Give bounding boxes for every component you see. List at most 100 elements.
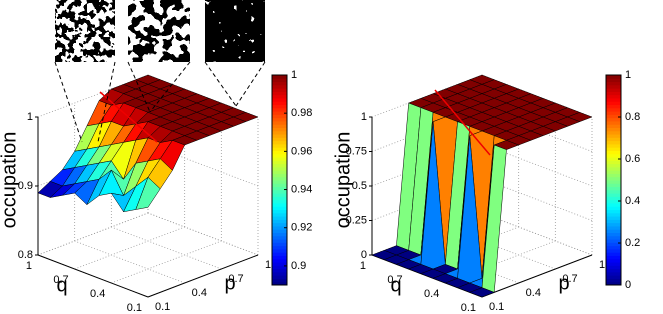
grid-line	[147, 212, 259, 256]
colorbar-cell	[272, 225, 287, 230]
colorbar-cell	[272, 120, 287, 125]
colorbar-cell	[606, 91, 621, 96]
p-tick-label: 0.4	[192, 287, 207, 299]
colorbar-cell	[606, 229, 621, 233]
colorbar-cell	[606, 186, 621, 191]
colorbar-cell	[272, 94, 287, 99]
colorbar-cell	[272, 101, 287, 106]
colorbar-cell	[272, 235, 287, 240]
colorbar-cell	[606, 75, 621, 79]
colorbar-cell	[606, 166, 621, 171]
colorbar-cell	[606, 84, 621, 89]
colorbar-cell	[272, 206, 287, 211]
colorbar-cell	[606, 262, 621, 266]
colorbar-cell	[272, 212, 287, 217]
colorbar-cell	[272, 78, 287, 83]
colorbar-tick-label: 0.6	[625, 153, 640, 165]
colorbar-cell	[272, 248, 287, 253]
colorbar-cell	[606, 140, 621, 145]
colorbar-tick-label: 0.2	[625, 237, 640, 249]
colorbar-cell	[606, 81, 621, 86]
colorbar-cell	[606, 209, 621, 214]
colorbar-cell	[272, 245, 287, 250]
colorbar-cell	[272, 275, 287, 279]
q-axis-label: q	[390, 274, 401, 296]
colorbar-cell	[606, 111, 621, 115]
colorbar-cell	[606, 281, 621, 286]
q-tick-label: 1	[26, 260, 32, 272]
inset-pointer	[204, 61, 237, 107]
colorbar-cell	[272, 147, 287, 151]
colorbar-cell	[272, 268, 287, 273]
colorbar-cell	[272, 163, 287, 168]
transition-line	[434, 89, 491, 156]
axis-line	[37, 254, 149, 298]
colorbar-cell	[606, 170, 621, 174]
transition-line	[99, 91, 158, 143]
colorbar-cell	[606, 124, 621, 128]
surface-patch	[135, 176, 161, 210]
colorbar-cell	[272, 114, 287, 119]
colorbar-cell	[606, 137, 621, 142]
q-tick-label: 1	[360, 260, 366, 272]
q-tick-label: 0.1	[461, 302, 476, 314]
p-axis-label: p	[224, 272, 235, 294]
inset-pointer	[127, 61, 151, 113]
colorbar-cell	[272, 196, 287, 201]
grid-line	[37, 212, 149, 256]
colorbar-cell	[272, 137, 287, 142]
surface-patch	[469, 287, 495, 298]
colorbar-cell	[272, 134, 287, 138]
inset-pointer	[54, 61, 83, 143]
insets	[54, 0, 266, 143]
colorbar-cell	[606, 239, 621, 243]
colorbar-cell	[606, 94, 621, 99]
colorbar-cell	[606, 180, 621, 184]
colorbar-cell	[272, 239, 287, 243]
colorbar-cell	[272, 124, 287, 128]
colorbar-cell	[606, 245, 621, 250]
colorbar-cell	[272, 186, 287, 191]
chart-panel: 0 0.25 0.5 0.75 1 1 0.7 0.4 0.1 0.1 0.4 0.7 1 occupat…	[332, 69, 640, 314]
z-tick-label: 0.8	[18, 249, 33, 261]
colorbar-cell	[606, 150, 621, 155]
z-tick-label: 0.25	[346, 214, 367, 226]
z-tick-label: 0.5	[352, 180, 367, 192]
inset-image	[128, 0, 190, 62]
colorbar-cell	[272, 104, 287, 109]
colorbar-cell	[272, 176, 287, 181]
colorbar-cell	[606, 193, 621, 197]
colorbar-frame	[605, 74, 622, 286]
colorbar-cell	[606, 278, 621, 283]
colorbar-cell	[606, 232, 621, 237]
colorbar-tick-label: 0.94	[291, 183, 312, 195]
colorbar-tick-label: 0.96	[291, 145, 312, 157]
colorbar-cell	[606, 235, 621, 240]
colorbar-cell	[606, 134, 621, 138]
colorbar-cell	[272, 242, 287, 247]
colorbar-cell	[272, 189, 287, 194]
p-axis-label: p	[558, 272, 569, 294]
axis-line	[481, 254, 593, 298]
colorbar-cell	[272, 166, 287, 171]
inset-pointer	[235, 61, 266, 107]
q-tick-label: 0.7	[53, 274, 68, 286]
colorbar-cell	[606, 173, 621, 178]
colorbar-cell	[272, 91, 287, 96]
colorbar-cell	[606, 206, 621, 211]
colorbar-cell	[606, 143, 621, 148]
colorbar-cell	[606, 265, 621, 270]
colorbar-cell	[606, 202, 621, 207]
colorbar-cell	[272, 278, 287, 283]
colorbar-cell	[272, 97, 287, 102]
colorbar-cell	[272, 229, 287, 233]
colorbar-cell	[606, 114, 621, 119]
colorbar-cell	[606, 275, 621, 279]
colorbar-cell	[272, 157, 287, 161]
p-tick-label: 0.4	[526, 287, 541, 299]
colorbar-cell	[272, 81, 287, 86]
grid-line	[74, 226, 185, 270]
colorbar-cell	[606, 216, 621, 220]
colorbar-cell	[606, 225, 621, 230]
